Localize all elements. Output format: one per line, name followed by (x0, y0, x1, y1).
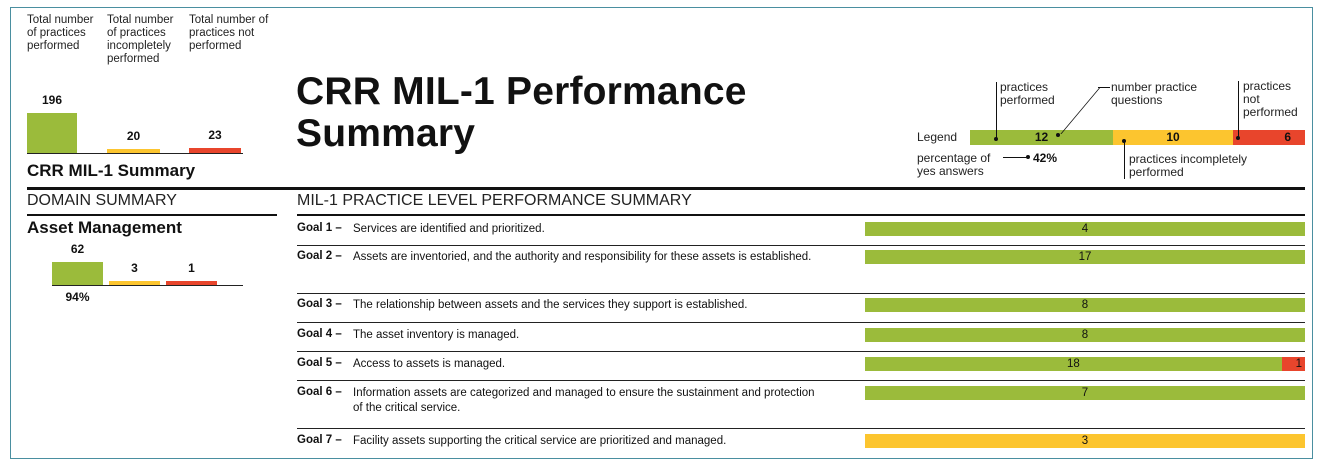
row-divider (297, 351, 1305, 352)
goal-label: Goal 2 – (297, 250, 342, 262)
leader-line (1238, 81, 1239, 138)
summary-bar-value: 20 (126, 128, 141, 143)
legend-percent-value: 42% (1033, 151, 1058, 165)
goal-bar-segment: 4 (865, 222, 1305, 236)
goal-label: Goal 7 – (297, 434, 342, 446)
goal-label: Goal 3 – (297, 298, 342, 310)
domain-bar (109, 281, 160, 285)
row-divider (297, 380, 1305, 381)
domain-bar-value: 3 (131, 261, 138, 275)
goal-bar-segment: 18 (865, 357, 1282, 371)
summary-label: CRR MIL-1 Summary (27, 161, 196, 180)
label-practices-not-performed: Total number of practices not performed (189, 14, 269, 52)
legend-bar-performed: 12 (970, 130, 1113, 145)
practice-level-heading: MIL-1 PRACTICE LEVEL PERFORMANCE SUMMARY (297, 192, 692, 209)
domain-name: Asset Management (27, 218, 182, 237)
summary-bar-value: 23 (208, 128, 222, 143)
summary-bar-value: 196 (41, 93, 63, 107)
row-divider (297, 428, 1305, 429)
goal-row: Goal 6 – Information assets are categoriz… (297, 386, 1305, 414)
legend-bar-not-performed: 6 (1233, 130, 1305, 145)
leader-line (1124, 141, 1125, 179)
domain-percent: 94% (65, 290, 90, 304)
leader-dot (994, 137, 998, 141)
report-frame (10, 7, 1313, 459)
domain-summary-heading: DOMAIN SUMMARY (27, 192, 177, 209)
legend-note-practices-performed: practices performed (1000, 80, 1055, 107)
section-divider (27, 187, 1305, 190)
row-divider (297, 322, 1305, 323)
goal-bar-segment: 8 (865, 298, 1305, 312)
domain-baseline (52, 285, 243, 286)
domain-bar-value: 62 (70, 242, 85, 256)
goal-row: Goal 2 – Assets are inventoried, and the … (297, 250, 1305, 270)
domain-heading-rule (27, 214, 277, 216)
leader-dot (1026, 155, 1030, 159)
leader-line (996, 82, 997, 139)
goal-bar-segment: 3 (865, 434, 1305, 448)
leader-dot (1056, 133, 1060, 137)
page-title: CRR MIL-1 Performance Summary (296, 70, 747, 155)
goal-row: Goal 4 – The asset inventory is managed. (297, 328, 1305, 348)
leader-line (1098, 87, 1110, 88)
domain-bar-value: 1 (188, 261, 195, 275)
legend-note-number-questions: number practice questions (1111, 80, 1198, 107)
goal-label: Goal 4 – (297, 328, 342, 340)
goal-bar-segment: 17 (865, 250, 1305, 264)
goal-row: Goal 1 – Services are identified and prio… (297, 222, 1305, 242)
leader-dot (1122, 139, 1126, 143)
goal-label: Goal 5 – (297, 357, 342, 369)
goal-text: Services are identified and prioritized. (353, 223, 545, 235)
summary-bar (189, 148, 241, 153)
summary-bar (107, 148, 160, 153)
goal-text: Facility assets supporting the critical … (353, 435, 727, 447)
label-practices-incomplete: Total number of practices incompletely p… (107, 14, 174, 65)
goal-text: Information assets are categorized and m… (353, 387, 815, 414)
goal-row: Goal 7 – Facility assets supporting the c… (297, 434, 1305, 454)
row-divider (297, 245, 1305, 246)
practice-heading-rule (297, 214, 1305, 216)
goal-text: The relationship between assets and the … (353, 299, 748, 311)
legend-bar-incomplete: 10 (1113, 130, 1233, 145)
domain-bar (52, 262, 103, 285)
legend-note-incomplete: practices incompletely performed (1129, 152, 1248, 179)
row-divider (297, 293, 1305, 294)
label-practices-performed: Total number of practices performed (27, 14, 94, 52)
summary-baseline (27, 153, 243, 154)
leader-line (1003, 157, 1027, 158)
goal-label: Goal 6 – (297, 386, 342, 398)
goal-text: Assets are inventoried, and the authorit… (353, 251, 812, 263)
legend-label: Legend (917, 130, 958, 144)
goal-label: Goal 1 – (297, 222, 342, 234)
goal-bar-segment: 7 (865, 386, 1305, 400)
leader-dot (1236, 136, 1240, 140)
goal-row: Goal 5 – Access to assets is managed. (297, 357, 1305, 377)
goal-bar-segment: 8 (865, 328, 1305, 342)
goal-text: Access to assets is managed. (353, 358, 506, 370)
goal-bar-segment: 1 (1281, 357, 1305, 371)
legend-note-not-performed: practices not performed (1243, 79, 1298, 119)
goal-row: Goal 3 – The relationship between assets … (297, 298, 1305, 318)
summary-bar (27, 113, 77, 153)
goal-text: The asset inventory is managed. (353, 329, 520, 341)
domain-bar (166, 281, 217, 285)
legend-note-percentage: percentage of yes answers (917, 151, 991, 178)
